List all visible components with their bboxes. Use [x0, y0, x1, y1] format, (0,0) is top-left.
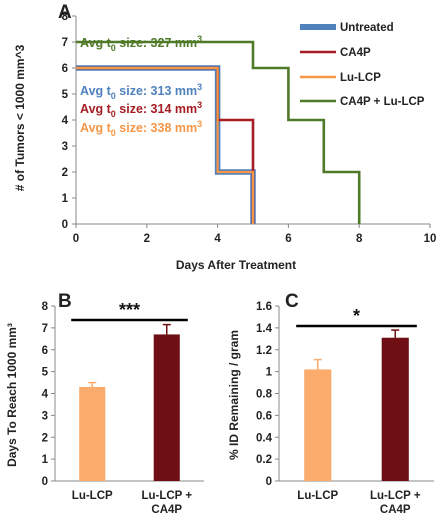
legend-label: CA4P + Lu-LCP — [340, 96, 425, 108]
bar-2 — [153, 334, 180, 481]
significance-label: * — [353, 306, 360, 326]
panel-label-c: C — [285, 291, 299, 312]
y-tick-label: 8 — [42, 301, 49, 313]
x-tick-label-a: 10 — [424, 233, 437, 245]
y-tick-label: 0.4 — [256, 432, 273, 444]
y-axis-label-b: Days To Reach 1000 mm³ — [5, 323, 19, 467]
legend-label: Lu-LCP — [340, 72, 381, 84]
panel-label-a: A — [58, 2, 72, 23]
y-tick-label: 1.4 — [256, 323, 273, 335]
legend-a: Untreated CA4P Lu-LCP CA4P + Lu-LCP — [300, 22, 425, 108]
x-tick-label-a: 8 — [356, 233, 363, 245]
x-axis-label-a: Days After Treatment — [176, 258, 296, 272]
annotation-avg-size: Avg t0 size: 314 mm3 — [80, 100, 202, 119]
bar-2 — [381, 337, 409, 481]
y-tick-label: 3 — [42, 410, 48, 422]
y-tick-label: 2 — [42, 432, 48, 444]
legend-label: Untreated — [340, 22, 394, 34]
y-axis-label-a: # of Tumors < 1000 mm^3 — [13, 44, 27, 191]
y-tick-label: 1.6 — [256, 301, 272, 313]
y-tick-label-a: 5 — [62, 89, 69, 101]
category-label: Lu-LCP + — [141, 490, 192, 502]
y-tick-label: 1 — [266, 367, 273, 379]
legend-label: CA4P — [340, 47, 371, 59]
y-tick-label-a: 0 — [62, 219, 68, 231]
category-label: CA4P — [380, 504, 411, 516]
x-tick-label-a: 0 — [73, 233, 79, 245]
annotation-avg-size: Avg t0 size: 327 mm3 — [80, 34, 202, 53]
y-tick-label: 0.2 — [256, 454, 272, 466]
y-tick-label: 0 — [266, 476, 272, 488]
x-tick-label-a: 2 — [144, 233, 150, 245]
y-tick-label-a: 3 — [62, 141, 68, 153]
panel-b: B Days To Reach 1000 mm³ 0 1 2 3 4 5 6 7 8 Lu-LCP… — [5, 291, 204, 516]
y-tick-label: 0.6 — [256, 410, 272, 422]
bar-1 — [304, 369, 332, 481]
y-tick-label: 7 — [42, 323, 48, 335]
y-tick-label-a: 6 — [62, 63, 68, 75]
category-label: Lu-LCP — [297, 490, 338, 502]
annotation-avg-size: Avg t0 size: 313 mm3 — [80, 82, 202, 101]
series-line-ca4p-lu-lcp — [76, 40, 361, 224]
y-tick-label: 0.8 — [256, 389, 273, 401]
x-tick-label-a: 4 — [214, 233, 221, 245]
y-tick-label-a: 4 — [62, 115, 69, 127]
category-label: Lu-LCP — [72, 490, 113, 502]
y-tick-label-a: 7 — [62, 37, 68, 49]
bar-1 — [79, 386, 106, 481]
y-tick-label: 4 — [42, 389, 49, 401]
category-label: CA4P — [151, 504, 182, 516]
y-tick-label-a: 8 — [62, 11, 69, 23]
x-tick-label-a: 6 — [285, 233, 291, 245]
y-tick-label: 6 — [42, 345, 48, 357]
y-tick-label: 5 — [42, 367, 49, 379]
significance-label: *** — [119, 300, 140, 320]
y-tick-label-a: 1 — [62, 193, 69, 205]
y-axis-label-c: % ID Remaining / gram — [227, 330, 241, 460]
category-label: Lu-LCP + — [370, 490, 421, 502]
panel-c: C % ID Remaining / gram 0 0.2 0.4 0.6 0.8 1 1.… — [227, 291, 434, 516]
panel-label-b: B — [58, 291, 72, 312]
annotation-avg-size: Avg t0 size: 338 mm3 — [80, 119, 202, 138]
series-line-lu-lcp — [76, 66, 255, 224]
y-tick-label-a: 2 — [62, 167, 68, 179]
panel-a: A # of Tumors < 1000 mm^3 Days After Tre… — [13, 2, 436, 272]
y-tick-label: 1 — [42, 454, 49, 466]
y-tick-label: 1.2 — [256, 345, 272, 357]
y-tick-label: 0 — [42, 476, 48, 488]
